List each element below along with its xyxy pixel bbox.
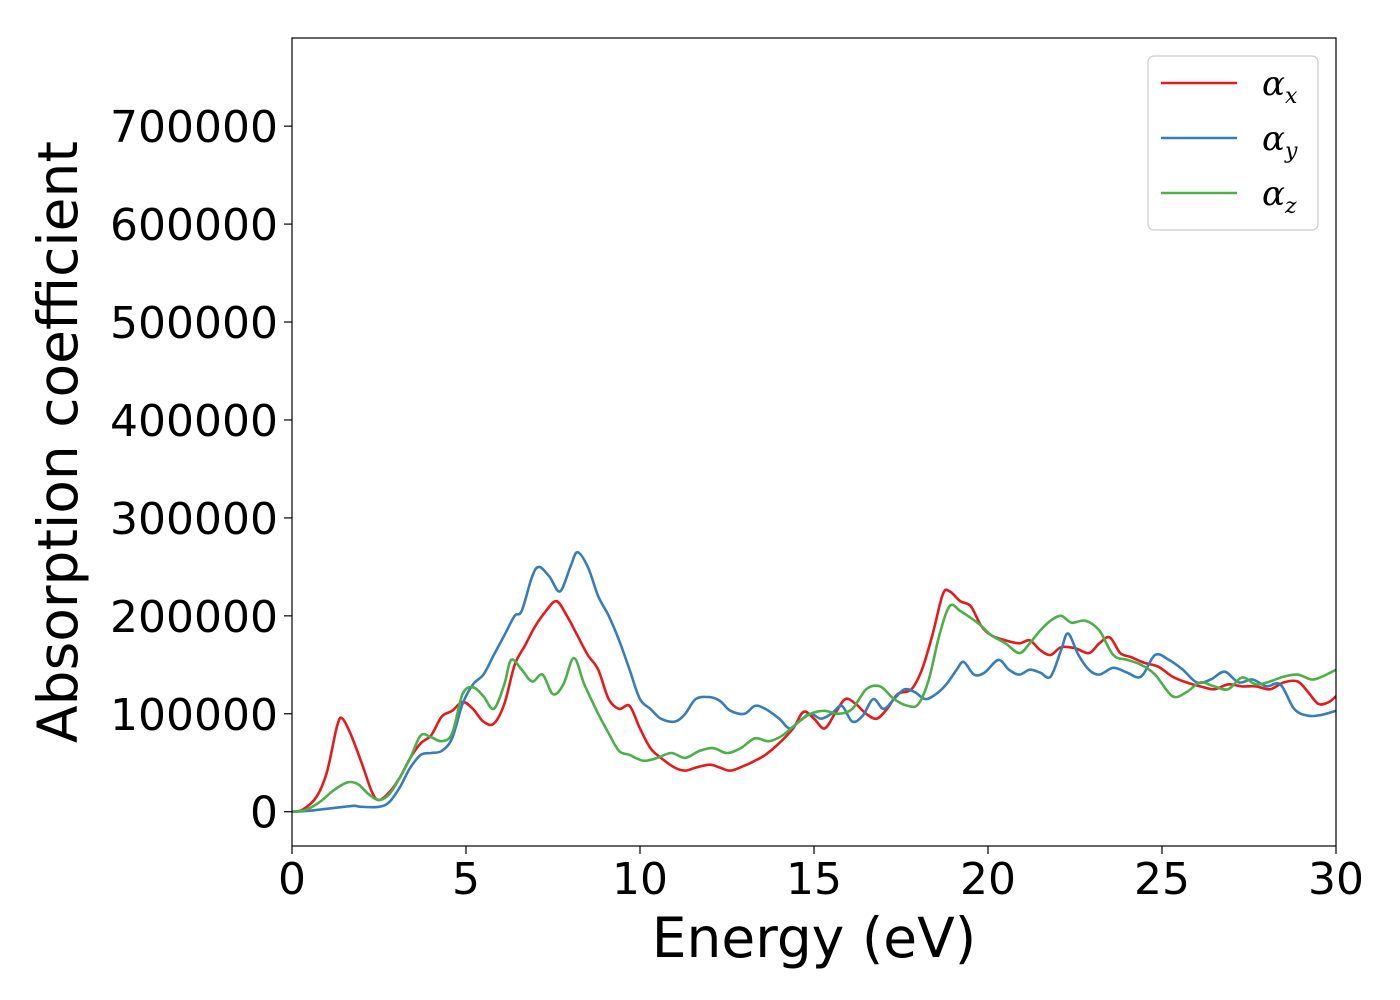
y-tick-label: 700000 [110, 102, 278, 153]
legend-label-z: αz [1262, 174, 1297, 219]
series-layer [291, 550, 1337, 813]
y-tick-label: 0 [250, 788, 278, 839]
y-axis: 0 100000 200000 300000 400000 500000 600000 700… [110, 102, 292, 839]
legend-label-y: αy [1262, 119, 1298, 164]
x-axis: 0 5 10 15 20 25 30 [278, 846, 1364, 905]
x-tick-label: 0 [278, 854, 306, 905]
y-tick-label: 400000 [110, 396, 278, 447]
y-tick-label: 200000 [110, 592, 278, 643]
x-tick-label: 10 [612, 854, 668, 905]
x-tick-label: 20 [960, 854, 1016, 905]
y-tick-label: 500000 [110, 298, 278, 349]
legend: αx αy αz [1147, 55, 1319, 231]
legend-box [1147, 55, 1319, 231]
y-tick-label: 300000 [110, 494, 278, 545]
x-tick-label: 30 [1308, 854, 1364, 905]
x-tick-label: 5 [452, 854, 480, 905]
x-tick-label: 25 [1134, 854, 1190, 905]
y-tick-label: 100000 [110, 690, 278, 741]
x-tick-label: 15 [786, 854, 842, 905]
x-axis-title: Energy (eV) [652, 906, 976, 970]
y-axis-title: Absorption coefficient [26, 141, 90, 743]
y-tick-label: 600000 [110, 200, 278, 251]
series-line-z [291, 603, 1337, 813]
legend-label-x: αx [1262, 64, 1298, 109]
